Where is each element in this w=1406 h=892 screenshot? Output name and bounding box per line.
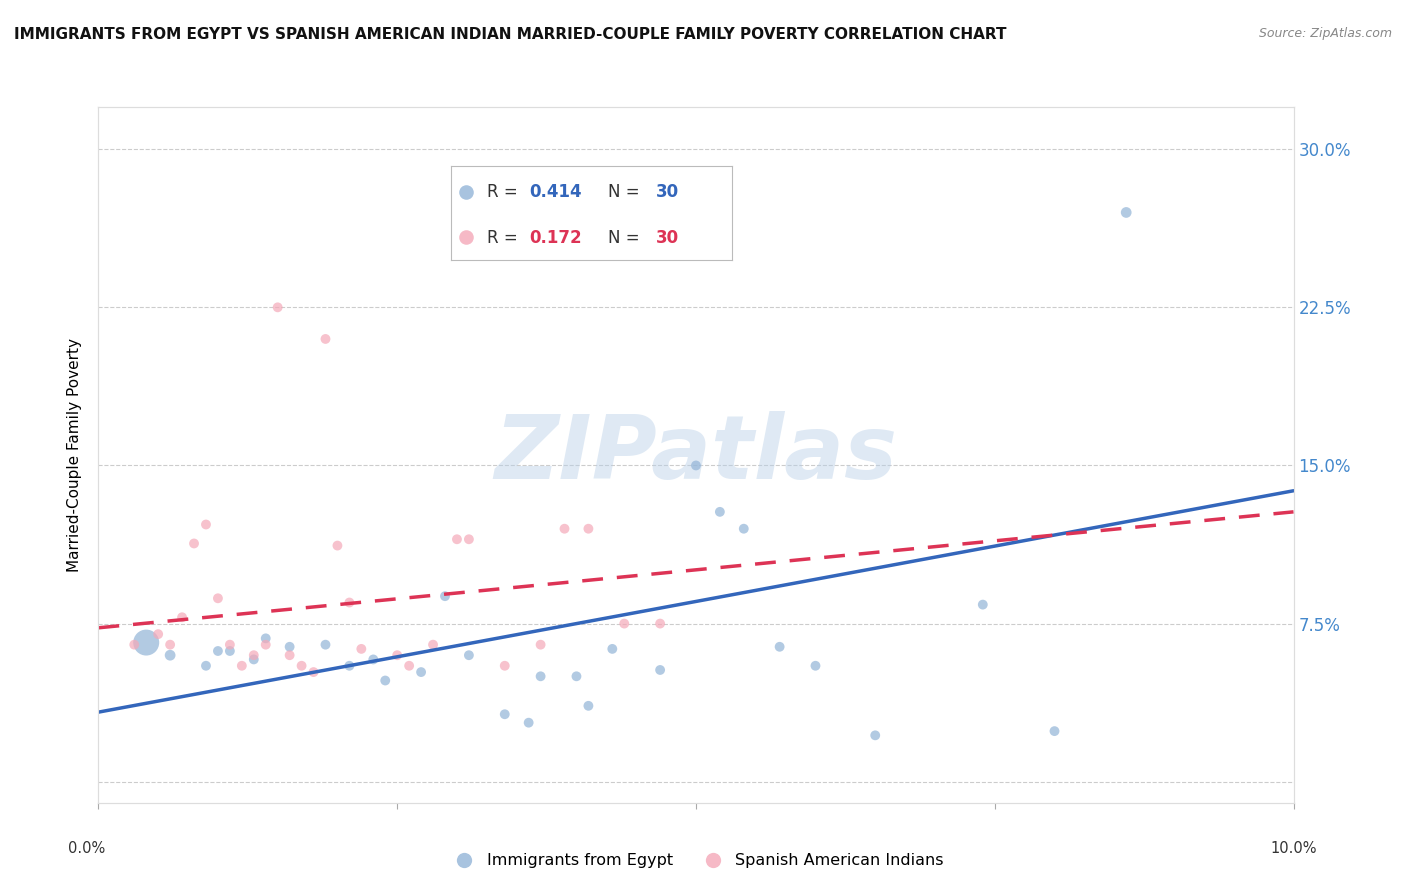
Point bbox=[398, 658, 420, 673]
Point bbox=[494, 658, 516, 673]
Point bbox=[183, 536, 205, 550]
Point bbox=[172, 610, 194, 624]
Point bbox=[1043, 724, 1066, 739]
Point bbox=[578, 698, 600, 713]
Point bbox=[326, 539, 349, 553]
Text: 30: 30 bbox=[657, 228, 679, 246]
Point bbox=[709, 505, 731, 519]
Point bbox=[456, 185, 478, 199]
Point bbox=[385, 648, 409, 663]
Point bbox=[565, 669, 588, 683]
Point bbox=[411, 665, 433, 679]
Point bbox=[315, 332, 337, 346]
Point bbox=[769, 640, 792, 654]
Point bbox=[456, 229, 478, 244]
Point bbox=[219, 638, 242, 652]
Point bbox=[1115, 205, 1137, 219]
Point bbox=[517, 715, 540, 730]
Point bbox=[804, 658, 827, 673]
Point bbox=[243, 652, 266, 666]
Text: Source: ZipAtlas.com: Source: ZipAtlas.com bbox=[1258, 27, 1392, 40]
Point bbox=[458, 648, 481, 663]
Point bbox=[124, 638, 146, 652]
Point bbox=[302, 665, 325, 679]
Point bbox=[363, 652, 385, 666]
Text: N =: N = bbox=[609, 184, 645, 202]
Point bbox=[602, 641, 624, 656]
Point bbox=[278, 640, 301, 654]
Legend: Immigrants from Egypt, Spanish American Indians: Immigrants from Egypt, Spanish American … bbox=[441, 847, 950, 875]
Point bbox=[315, 638, 337, 652]
Point bbox=[339, 595, 360, 609]
Point bbox=[578, 522, 600, 536]
Y-axis label: Married-Couple Family Poverty: Married-Couple Family Poverty bbox=[67, 338, 83, 572]
Text: R =: R = bbox=[488, 228, 523, 246]
Point bbox=[278, 648, 301, 663]
Point bbox=[374, 673, 396, 688]
Point bbox=[207, 644, 229, 658]
Text: 0.414: 0.414 bbox=[530, 184, 582, 202]
Text: 30: 30 bbox=[657, 184, 679, 202]
Point bbox=[267, 301, 290, 315]
Text: N =: N = bbox=[609, 228, 645, 246]
Point bbox=[243, 648, 266, 663]
Point bbox=[135, 635, 157, 649]
Point bbox=[291, 658, 314, 673]
Point bbox=[650, 616, 672, 631]
Text: IMMIGRANTS FROM EGYPT VS SPANISH AMERICAN INDIAN MARRIED-COUPLE FAMILY POVERTY C: IMMIGRANTS FROM EGYPT VS SPANISH AMERICA… bbox=[14, 27, 1007, 42]
Text: 0.172: 0.172 bbox=[530, 228, 582, 246]
Point bbox=[339, 658, 360, 673]
Point bbox=[865, 728, 887, 742]
Point bbox=[529, 638, 551, 652]
Point bbox=[148, 627, 170, 641]
Point bbox=[207, 591, 229, 606]
Text: ZIPatlas: ZIPatlas bbox=[495, 411, 897, 499]
Text: 0.0%: 0.0% bbox=[67, 841, 105, 855]
Point bbox=[972, 598, 994, 612]
Point bbox=[554, 522, 576, 536]
Point bbox=[350, 641, 373, 656]
Point bbox=[650, 663, 672, 677]
Point bbox=[446, 533, 468, 547]
Point bbox=[733, 522, 755, 536]
Point bbox=[254, 632, 277, 646]
Point bbox=[529, 669, 551, 683]
Point bbox=[195, 658, 218, 673]
Text: R =: R = bbox=[488, 184, 523, 202]
Point bbox=[159, 638, 181, 652]
Point bbox=[254, 638, 277, 652]
Point bbox=[195, 517, 218, 532]
Point bbox=[159, 648, 181, 663]
Text: 10.0%: 10.0% bbox=[1270, 841, 1317, 855]
Point bbox=[219, 644, 242, 658]
Point bbox=[685, 458, 707, 473]
Point bbox=[434, 589, 457, 603]
Point bbox=[231, 658, 253, 673]
Point bbox=[613, 616, 636, 631]
Point bbox=[458, 533, 481, 547]
Point bbox=[494, 707, 516, 722]
Point bbox=[422, 638, 444, 652]
